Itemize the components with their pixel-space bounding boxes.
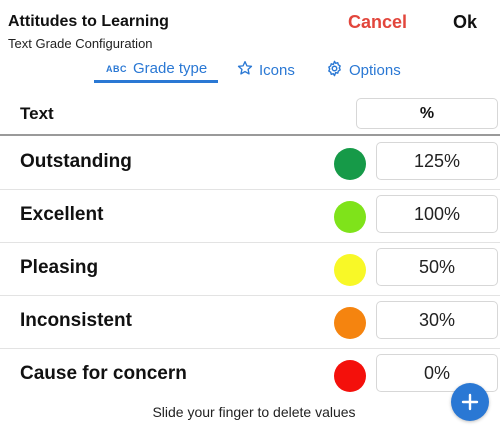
grade-label: Excellent: [20, 204, 104, 225]
tab-bar: ABC Grade type Icons Options: [0, 56, 500, 84]
grade-color-dot[interactable]: [334, 307, 366, 339]
grade-color-dot[interactable]: [334, 201, 366, 233]
footer-hint: Slide your finger to delete values: [152, 404, 356, 420]
grade-value-field[interactable]: 100%: [376, 195, 498, 233]
grade-row-cause-for-concern[interactable]: Cause for concern 0%: [0, 349, 500, 402]
grade-color-dot[interactable]: [334, 254, 366, 286]
column-header-percent: %: [356, 98, 498, 129]
tab-icons[interactable]: Icons: [237, 60, 295, 80]
plus-icon: [461, 389, 479, 415]
grade-label: Cause for concern: [20, 363, 187, 384]
grade-value-field[interactable]: 125%: [376, 142, 498, 180]
tab-label: Grade type: [133, 60, 208, 77]
grade-color-dot[interactable]: [334, 360, 366, 392]
tab-options[interactable]: Options: [326, 60, 401, 81]
abc-icon: ABC: [106, 63, 127, 74]
active-tab-indicator: [94, 80, 218, 83]
star-icon: [237, 60, 253, 80]
grade-row-excellent[interactable]: Excellent 100%: [0, 190, 500, 243]
cancel-button[interactable]: Cancel: [348, 12, 408, 32]
grade-label: Pleasing: [20, 257, 99, 278]
add-grade-button[interactable]: [451, 383, 489, 421]
grade-color-dot[interactable]: [334, 148, 366, 180]
tab-grade-type[interactable]: ABC Grade type: [106, 60, 207, 77]
grade-label: Inconsistent: [20, 310, 132, 331]
grade-row-outstanding[interactable]: Outstanding 125%: [0, 137, 500, 190]
grade-value-field[interactable]: 50%: [376, 248, 498, 286]
grade-label: Outstanding: [20, 151, 132, 172]
tab-label: Options: [349, 62, 401, 79]
column-header-text: Text: [20, 104, 54, 123]
header: Attitudes to Learning Text Grade Configu…: [0, 0, 500, 56]
page-title: Attitudes to Learning: [8, 13, 169, 30]
ok-button[interactable]: Ok: [453, 12, 478, 32]
table-header: Text %: [0, 94, 500, 136]
grade-value-field[interactable]: 0%: [376, 354, 498, 392]
grade-row-inconsistent[interactable]: Inconsistent 30%: [0, 296, 500, 349]
tab-label: Icons: [259, 61, 295, 79]
page-subtitle: Text Grade Configuration: [8, 36, 153, 51]
gear-icon: [326, 60, 343, 81]
grade-value-field[interactable]: 30%: [376, 301, 498, 339]
grade-row-pleasing[interactable]: Pleasing 50%: [0, 243, 500, 296]
